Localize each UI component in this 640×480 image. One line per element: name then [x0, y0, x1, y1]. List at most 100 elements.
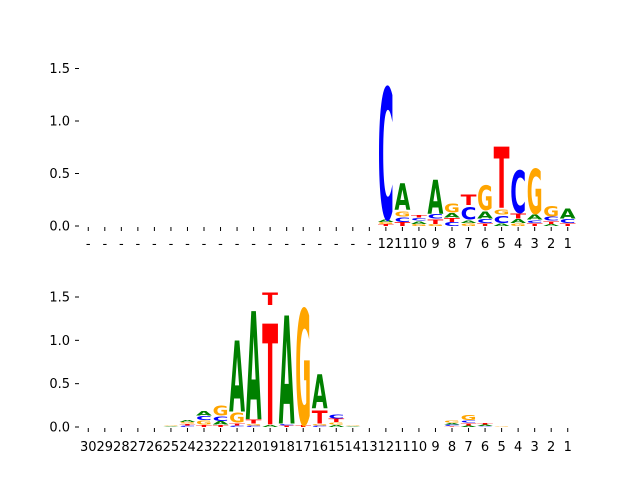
x-tick-label: 21: [229, 440, 246, 455]
logo-panel-top: 0.00.51.01.5- - - - - - - - - - - - - - - - - -12 11 10 9 8 7 6…: [49, 53, 576, 262]
logo-letter-c: C: [196, 415, 212, 421]
x-tick-label: 15: [328, 440, 345, 455]
x-tick-label: -: [317, 237, 322, 252]
logo-letter-a: A: [428, 172, 444, 225]
logo-letter-c: C: [411, 217, 427, 221]
x-tick-label: 7: [464, 237, 472, 252]
x-tick-label: -: [102, 237, 107, 252]
logo-letter-g: G: [510, 223, 526, 227]
x-tick-label: 2: [547, 237, 555, 252]
logo-letter-a: A: [312, 367, 328, 420]
logo-letter-t: T: [262, 297, 278, 457]
x-tick-label: 6: [481, 237, 489, 252]
x-tick-label: 19: [262, 440, 279, 455]
x-tick-label: 1: [564, 237, 572, 252]
x-tick-label: 26: [146, 440, 163, 455]
logo-letter-g: G: [163, 425, 179, 426]
logo-letter-g: G: [461, 223, 477, 227]
logo-letter-c: C: [560, 218, 576, 224]
x-tick-label: 2: [547, 440, 555, 455]
logo-letter-a: A: [378, 219, 395, 223]
logo-letter-a: A: [180, 419, 197, 422]
y-tick-label: 0.5: [49, 167, 70, 182]
logo-letter-t: T: [543, 221, 560, 225]
logo-letter-a: A: [163, 426, 180, 427]
logo-letter-g: G: [444, 420, 460, 423]
logo-letter-c: C: [213, 415, 229, 422]
logo-letter-g: G: [229, 411, 245, 426]
x-tick-label: 17: [295, 440, 312, 455]
y-tick-label: 1.5: [49, 62, 70, 77]
logo-letter-g: G: [295, 277, 311, 462]
x-tick-label: 24: [179, 440, 196, 455]
logo-letter-g: G: [328, 422, 344, 425]
logo-letter-t: T: [279, 425, 296, 427]
x-tick-label: 3: [531, 237, 539, 252]
x-tick-label: 11: [394, 440, 411, 455]
x-tick-label: -: [152, 237, 157, 252]
logo-letter-c: C: [543, 216, 559, 222]
y-tick-label: 1.0: [49, 334, 70, 349]
logo-letter-t: T: [494, 132, 510, 229]
logo-letter-g: G: [246, 424, 262, 426]
y-tick-label: 0.0: [49, 421, 70, 436]
logo-letter-c: C: [444, 221, 460, 227]
x-tick-label: -: [136, 237, 141, 252]
logo-letter-t: T: [428, 219, 444, 226]
logo-letter-g: G: [494, 208, 510, 216]
logo-letter-g: G: [444, 201, 460, 215]
logo-letter-a: A: [262, 424, 279, 427]
x-tick-label: -: [218, 237, 223, 252]
logo-letter-a: A: [444, 212, 460, 219]
x-tick-label: 6: [481, 440, 489, 455]
x-tick-label: 20: [245, 440, 262, 455]
logo-letter-c: C: [477, 426, 493, 427]
logo-letter-g: G: [312, 424, 328, 426]
x-tick-label: -: [185, 237, 190, 252]
logo-letter-t: T: [444, 426, 461, 427]
logo-letter-g: G: [494, 426, 510, 427]
logo-letter-g: G: [180, 422, 196, 424]
logo-letter-c: C: [444, 424, 460, 426]
x-tick-label: -: [334, 237, 339, 252]
logo-letter-g: G: [477, 178, 493, 219]
logo-letter-t: T: [295, 424, 312, 427]
x-tick-label: 5: [497, 237, 505, 252]
logo-letter-c: C: [328, 414, 344, 420]
logo-letter-t: T: [378, 224, 395, 227]
logo-letter-c: C: [180, 425, 196, 427]
y-tick-label: 0.0: [49, 220, 70, 235]
logo-letter-c: C: [279, 423, 295, 425]
x-tick-label: 18: [278, 440, 295, 455]
x-tick-label: 28: [113, 440, 130, 455]
logo-letter-t: T: [262, 289, 278, 309]
logo-letter-a: A: [461, 220, 478, 224]
logo-letter-c: C: [477, 218, 493, 224]
logo-letter-c: C: [229, 425, 245, 427]
logo-letter-c: C: [494, 214, 510, 226]
logo-letter-c: C: [394, 216, 410, 223]
x-tick-label: 25: [163, 440, 180, 455]
logo-letter-t: T: [229, 423, 246, 426]
logo-letter-c: C: [461, 420, 477, 424]
logo-letter-c: C: [378, 53, 394, 262]
x-tick-label: 8: [448, 237, 456, 252]
logo-letter-a: A: [229, 321, 245, 434]
logo-letter-t: T: [461, 423, 478, 426]
logo-letter-t: T: [180, 423, 197, 425]
logo-letter-t: T: [312, 407, 329, 428]
x-tick-label: 7: [464, 440, 472, 455]
logo-letter-c: C: [510, 159, 526, 227]
x-tick-label: -: [251, 237, 256, 252]
x-tick-label: 12: [378, 237, 395, 252]
x-tick-label: 4: [514, 237, 522, 252]
logo-letter-t: T: [246, 419, 263, 425]
x-tick-label: -: [202, 237, 207, 252]
logo-letter-a: A: [543, 224, 560, 227]
x-tick-label: 9: [431, 237, 439, 252]
logo-letter-g: G: [213, 404, 229, 419]
logo-letter-t: T: [461, 192, 478, 209]
logo-letter-a: A: [477, 210, 494, 221]
logo-letter-a: A: [345, 426, 362, 427]
logo-letter-t: T: [394, 221, 411, 227]
